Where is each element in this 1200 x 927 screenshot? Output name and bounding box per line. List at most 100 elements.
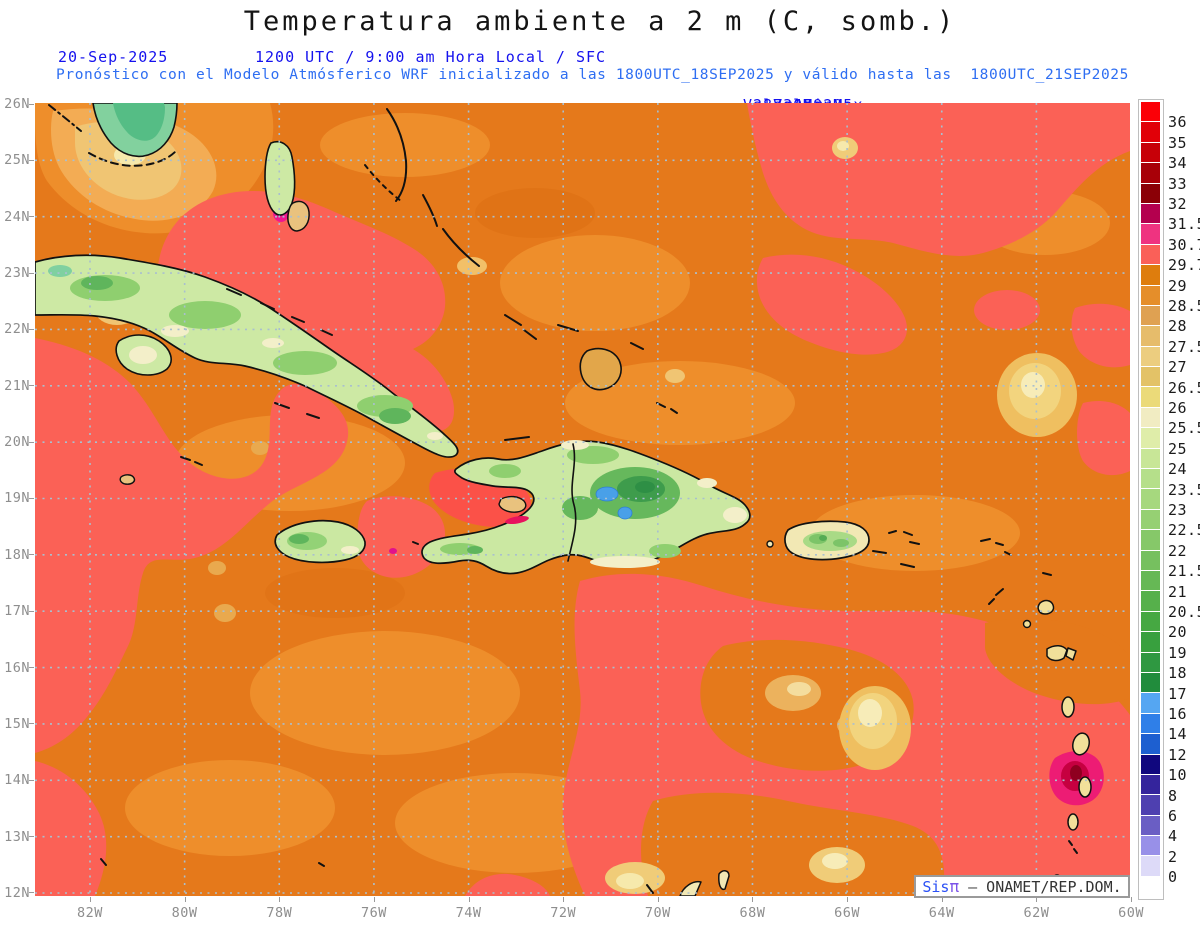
lat-label: 22N [4, 321, 30, 338]
colorbar-cell [1141, 346, 1160, 368]
lat-label: 12N [4, 884, 30, 901]
navassa [412, 541, 419, 545]
lat-tick [29, 723, 34, 725]
colorbar-cell [1141, 876, 1160, 898]
cayman-islands [119, 456, 203, 485]
colorbar-tick-label: 22.5 [1168, 521, 1200, 540]
cuba-north-cays [226, 288, 333, 336]
colorbar-tick-label: 29.7 [1168, 256, 1200, 275]
hot-streak-gonave [505, 515, 529, 525]
lon-tick [941, 897, 943, 902]
lat-tick [29, 779, 34, 781]
martinique [1072, 732, 1090, 756]
lat-tick [29, 216, 34, 218]
watermark-dash: – [959, 878, 987, 896]
colorbar-cell [1141, 550, 1160, 571]
lon-tick [1036, 897, 1038, 902]
forecast-date: 20-Sep-2025 [58, 48, 169, 66]
colorbar-cell [1141, 652, 1160, 673]
lat-label: 26N [4, 96, 30, 112]
colorbar-cell [1141, 795, 1160, 816]
lon-tick [847, 897, 849, 902]
lat-label: 20N [4, 434, 30, 451]
lat-label: 25N [4, 152, 30, 169]
lat-tick [29, 328, 34, 330]
st-vincent [1067, 813, 1079, 831]
colorbar-cell [1141, 387, 1160, 408]
colorbar-cell [1141, 142, 1160, 164]
colorbar-tick-label: 27.5 [1168, 337, 1200, 356]
lat-tick [29, 497, 34, 499]
colorbar-cell [1141, 367, 1160, 388]
lon-label: 68W [739, 905, 766, 921]
lat-tick [29, 272, 34, 274]
colorbar-tick-label: 25.5 [1168, 419, 1200, 438]
colorbar-cell [1141, 305, 1160, 327]
warm-sst-patches [35, 103, 1130, 896]
colorbar-tick-label: 4 [1168, 827, 1178, 846]
colorbar-cell [1141, 102, 1160, 123]
lat-label: 19N [4, 490, 30, 507]
jamaica-landmass [274, 519, 366, 564]
lon-tick [184, 897, 186, 902]
grenadines [1068, 840, 1078, 854]
colorbar-tick-label: 21 [1168, 582, 1188, 601]
colorbar-cell [1141, 244, 1160, 266]
colorbar-cell [1141, 163, 1160, 184]
lon-tick [657, 897, 659, 902]
abc-islands [646, 870, 730, 896]
colorbar-cell [1141, 591, 1160, 612]
colorbar-cell [1141, 183, 1160, 204]
lat-tick [29, 385, 34, 387]
colorbar-cell [1141, 489, 1160, 510]
lat-label: 21N [4, 377, 30, 394]
colorbar-cell [1141, 774, 1160, 796]
lat-label: 15N [4, 715, 30, 732]
lat-tick [29, 554, 34, 556]
colorbar-cell [1141, 693, 1160, 714]
lon-label: 72W [550, 905, 577, 921]
colorbar-cell [1141, 428, 1160, 449]
colorbar-cell [1141, 836, 1160, 857]
map-canvas [35, 103, 1130, 896]
model-init-line: Pronóstico con el Modelo Atmósferico WRF… [56, 67, 1129, 83]
min-max-values: Valor Min. = 287.479 Valor Max. = 305.29… [743, 48, 892, 114]
lon-label: 76W [360, 905, 387, 921]
colorbar-tick-label: 23 [1168, 501, 1188, 519]
lon-label: 62W [1023, 905, 1050, 921]
grid-lines [35, 103, 1130, 896]
lat-tick [29, 667, 34, 669]
colorbar-cell [1141, 285, 1160, 306]
lake-enriquillo [595, 486, 619, 502]
lat-label: 23N [4, 265, 30, 282]
lon-label: 66W [834, 905, 861, 921]
colorbar-tick-label: 21.5 [1168, 562, 1200, 581]
dominica [1061, 696, 1075, 718]
lon-tick [90, 897, 91, 902]
colorbar-tick-label: 0 [1168, 868, 1178, 887]
temperature-colorbar [1138, 99, 1164, 901]
lat-tick [29, 836, 34, 838]
watermark-sis: Sis [922, 878, 950, 896]
montserrat [1022, 619, 1032, 629]
colorbar-tick-label: 26 [1168, 399, 1188, 417]
colorbar-cell [1141, 469, 1160, 490]
lon-tick [373, 897, 375, 902]
lat-label: 17N [4, 603, 30, 620]
colorbar-tick-label: 16 [1168, 705, 1188, 723]
lon-label: 64W [928, 905, 955, 921]
colorbar-tick-label: 34 [1168, 154, 1188, 173]
colorbar-tick-label: 8 [1168, 786, 1178, 805]
landmasses [35, 103, 1092, 896]
colorbar-tick-label: 6 [1168, 807, 1178, 825]
lon-tick [1131, 897, 1133, 902]
colorbar-tick-label: 19 [1168, 643, 1188, 662]
lake-azuei [617, 506, 633, 520]
puerto-rico-landmass [766, 520, 920, 568]
hot-fleck-jamaica-east [389, 548, 397, 554]
guadeloupe [1046, 645, 1068, 662]
great-inagua [579, 347, 622, 391]
colorbar-tick-label: 2 [1168, 847, 1178, 866]
colorbar-tick-label: 22 [1168, 541, 1188, 560]
